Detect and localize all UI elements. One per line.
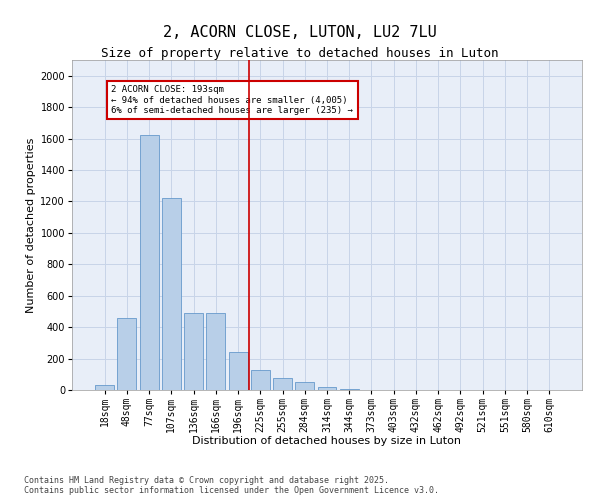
Bar <box>95 386 114 390</box>
Text: Contains HM Land Registry data © Crown copyright and database right 2025.
Contai: Contains HM Land Registry data © Crown c… <box>24 476 439 495</box>
Y-axis label: Number of detached properties: Number of detached properties <box>26 138 36 312</box>
Bar <box>206 313 225 390</box>
Bar <box>317 387 337 390</box>
Text: 2, ACORN CLOSE, LUTON, LU2 7LU: 2, ACORN CLOSE, LUTON, LU2 7LU <box>163 25 437 40</box>
X-axis label: Distribution of detached houses by size in Luton: Distribution of detached houses by size … <box>193 436 461 446</box>
Bar <box>273 378 292 390</box>
Bar <box>229 352 248 390</box>
Bar <box>184 313 203 390</box>
Text: Size of property relative to detached houses in Luton: Size of property relative to detached ho… <box>101 48 499 60</box>
Bar <box>118 318 136 390</box>
Bar <box>295 382 314 390</box>
Bar <box>162 198 181 390</box>
Bar <box>140 136 158 390</box>
Text: 2 ACORN CLOSE: 193sqm
← 94% of detached houses are smaller (4,005)
6% of semi-de: 2 ACORN CLOSE: 193sqm ← 94% of detached … <box>112 85 353 115</box>
Bar <box>340 389 359 390</box>
Bar <box>251 370 270 390</box>
